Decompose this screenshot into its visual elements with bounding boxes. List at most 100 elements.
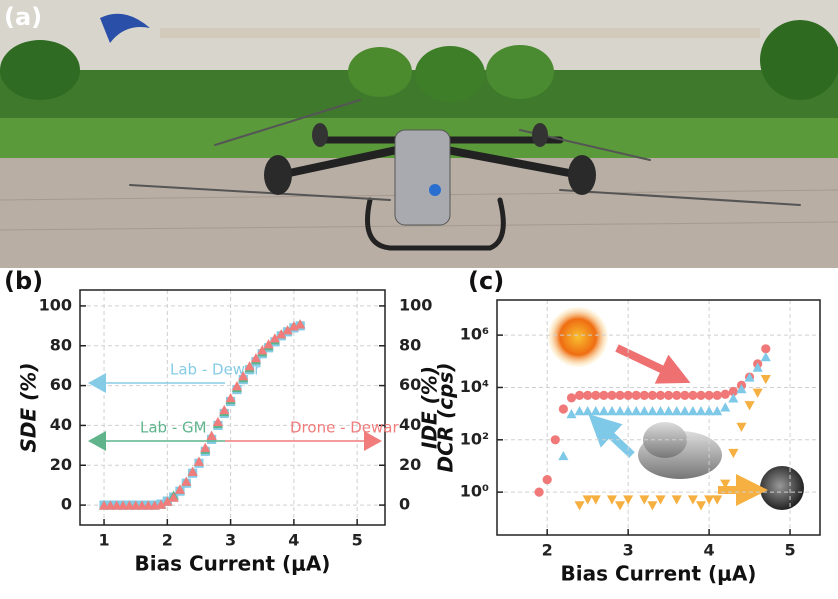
point (623, 495, 634, 505)
point (187, 466, 198, 476)
point (728, 393, 739, 403)
x-axis-label: Bias Current (μA) (135, 552, 331, 576)
point (655, 495, 666, 505)
point (263, 339, 274, 349)
point (168, 492, 179, 502)
y-axis-label: DCR (cps) (434, 363, 458, 473)
y2-tick-label: 0 (399, 495, 410, 514)
point (257, 345, 268, 355)
point (647, 501, 658, 511)
point (606, 406, 618, 416)
point (639, 495, 650, 505)
point (639, 390, 649, 400)
point (282, 325, 293, 335)
point (105, 500, 116, 510)
point (704, 390, 714, 400)
point (244, 361, 255, 371)
point (143, 500, 154, 510)
panel-label: (b) (4, 267, 43, 295)
point (680, 390, 690, 400)
point (720, 479, 731, 489)
point (712, 495, 723, 505)
legend-label: Lab - GM (140, 419, 207, 437)
point (200, 442, 211, 452)
point (130, 500, 141, 510)
x-tick-label: 3 (623, 541, 634, 560)
point (679, 406, 690, 416)
point (736, 422, 747, 432)
point (687, 495, 698, 505)
point (550, 435, 560, 445)
point (720, 389, 730, 399)
plot-frame (79, 289, 386, 526)
legend-label: Drone - Dewar (290, 419, 399, 437)
point (655, 390, 666, 400)
point (663, 406, 674, 416)
point (614, 501, 626, 511)
x-tick-label: 4 (288, 531, 299, 550)
point (712, 390, 722, 400)
y-axis-label: SDE (%) (17, 363, 41, 453)
point (671, 495, 682, 505)
legend-arrowhead (364, 431, 382, 451)
point (206, 430, 217, 440)
point (623, 390, 633, 400)
point (671, 406, 682, 416)
point (736, 384, 747, 394)
point (269, 333, 280, 343)
point (607, 390, 617, 400)
point (695, 406, 707, 416)
point (728, 448, 739, 459)
point (124, 500, 135, 510)
point (664, 390, 674, 400)
panel-label: (c) (468, 267, 504, 295)
point (534, 487, 544, 497)
y2-tick-label: 100 (399, 295, 432, 314)
point (193, 456, 205, 466)
y-tick-label: 10⁶ (460, 325, 489, 344)
y-tick-label: 10² (460, 429, 489, 448)
y-tick-label: 10⁴ (460, 377, 489, 396)
point (238, 371, 249, 381)
point (111, 500, 122, 510)
point (761, 344, 771, 354)
point (744, 372, 755, 382)
legend-label: Lab - Dewar (170, 361, 261, 379)
plot-frame (496, 299, 821, 536)
x-tick-label: 5 (784, 541, 795, 560)
y2-tick-label: 60 (399, 375, 421, 394)
point (212, 416, 224, 427)
point (728, 386, 738, 397)
moon-icon (760, 466, 804, 510)
point (704, 406, 715, 416)
point (647, 406, 658, 416)
legend-arrowhead (88, 431, 106, 451)
y2-tick-label: 40 (399, 415, 421, 434)
y-tick-label: 60 (50, 375, 72, 394)
point (704, 495, 715, 505)
point (574, 406, 585, 416)
y2-axis-label: IDE (%) (418, 366, 442, 449)
point (760, 352, 771, 362)
point (582, 495, 593, 505)
point (181, 476, 192, 486)
point (687, 406, 698, 416)
point (672, 390, 682, 400)
point (598, 406, 609, 416)
x-tick-label: 1 (98, 531, 109, 550)
y-tick-label: 100 (39, 295, 72, 314)
point (583, 390, 593, 400)
point (720, 402, 731, 412)
point (591, 390, 601, 400)
point (696, 390, 706, 400)
point (117, 500, 129, 510)
point (695, 501, 707, 511)
point (615, 390, 625, 400)
point (606, 495, 618, 505)
point (614, 406, 626, 416)
point (752, 388, 763, 398)
point (174, 484, 186, 494)
sun-icon (548, 307, 608, 367)
panel-label: (a) (4, 3, 42, 31)
